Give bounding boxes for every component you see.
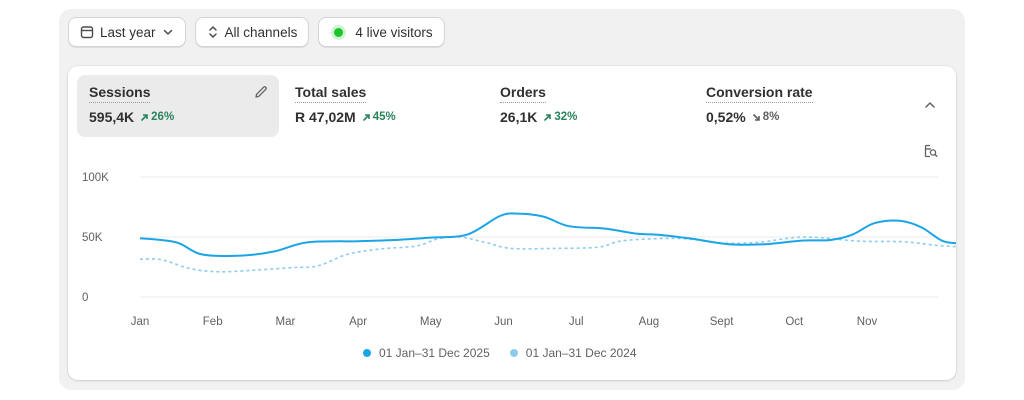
legend-dot-previous <box>509 349 518 357</box>
legend-item-previous[interactable]: 01 Jan–31 Dec 2024 <box>509 346 637 360</box>
series-line-2024 <box>139 236 956 273</box>
metric-delta-value: 8% <box>762 111 780 123</box>
x-tick-label: Jun <box>494 316 513 328</box>
chart-search-icon[interactable] <box>923 143 939 164</box>
arrow-up-right-icon <box>362 113 370 121</box>
metric-value: 26,1K <box>500 109 538 125</box>
chevron-up-icon[interactable] <box>923 98 937 117</box>
legend-label-current: 01 Jan–31 Dec 2025 <box>379 346 490 360</box>
analytics-panel: Last year All channels 4 live visitors 1… <box>59 9 965 390</box>
metric-delta-value: 45% <box>372 111 396 123</box>
metric-tab-sessions[interactable]: Sessions 595,4K 26% <box>77 75 279 137</box>
channels-label: All channels <box>224 24 298 40</box>
calendar-icon <box>80 25 94 39</box>
metric-tab-orders[interactable]: Orders 26,1K 32% <box>488 75 690 137</box>
metric-delta-value: 32% <box>554 111 578 123</box>
legend-label-previous: 01 Jan–31 Dec 2024 <box>525 346 637 360</box>
metric-delta: 8% <box>752 111 780 123</box>
y-tick-label: 100K <box>82 172 109 184</box>
arrow-up-right-icon <box>544 113 552 121</box>
metric-label: Total sales <box>295 84 367 103</box>
y-tick-label: 0 <box>82 292 88 304</box>
pencil-icon[interactable] <box>253 84 269 105</box>
x-tick-label: Oct <box>785 316 804 328</box>
live-status-dot <box>334 27 344 37</box>
filter-toolbar: Last year All channels 4 live visitors <box>68 17 445 47</box>
live-visitors-label: 4 live visitors <box>355 24 433 40</box>
metric-delta: 32% <box>543 111 577 123</box>
x-tick-label: Apr <box>349 316 367 328</box>
arrow-down-right-icon <box>752 113 760 121</box>
metrics-card: 100K 50K 0 Jan Feb Mar Apr May Jun Jul Aug Sept Oct N… <box>68 66 956 380</box>
arrow-up-right-icon <box>141 113 148 121</box>
x-tick-label: Sept <box>710 316 734 328</box>
channels-button[interactable]: All channels <box>194 17 310 47</box>
legend-dot-current <box>363 349 371 357</box>
x-tick-label: Jul <box>569 316 584 328</box>
x-tick-label: May <box>420 316 442 328</box>
metric-label: Conversion rate <box>706 84 813 103</box>
metric-tab-total-sales[interactable]: Total sales R 47,02M 45% <box>283 75 485 137</box>
sessions-line-chart: 100K 50K 0 Jan Feb Mar Apr May Jun Jul Aug Sept Oct N… <box>82 172 956 328</box>
x-tick-label: Jan <box>131 316 150 328</box>
live-visitors-button[interactable]: 4 live visitors <box>318 17 445 47</box>
x-tick-label: Aug <box>639 316 659 328</box>
metric-delta: 45% <box>362 111 396 123</box>
date-range-button[interactable]: Last year <box>68 17 186 47</box>
x-tick-label: Feb <box>203 316 223 328</box>
metric-label: Orders <box>500 84 546 103</box>
chevron-down-icon <box>162 26 174 38</box>
date-range-label: Last year <box>100 24 156 40</box>
metric-value: 595,4K <box>89 109 135 125</box>
chart-legend: 01 Jan–31 Dec 2025 01 Jan–31 Dec 2024 <box>363 346 637 360</box>
metric-delta-value: 26% <box>151 111 175 123</box>
metric-value: 0,52% <box>706 109 746 125</box>
y-tick-label: 50K <box>82 232 103 244</box>
metric-label: Sessions <box>89 84 151 103</box>
legend-item-current[interactable]: 01 Jan–31 Dec 2025 <box>363 346 490 360</box>
sort-arrows-icon <box>207 25 219 39</box>
x-tick-label: Nov <box>857 316 878 328</box>
x-tick-label: Mar <box>275 316 295 328</box>
metric-tab-conversion-rate[interactable]: Conversion rate 0,52% 8% <box>694 75 896 137</box>
series-line-2025 <box>139 212 956 258</box>
metric-delta: 26% <box>140 111 174 123</box>
metric-value: R 47,02M <box>295 109 356 125</box>
